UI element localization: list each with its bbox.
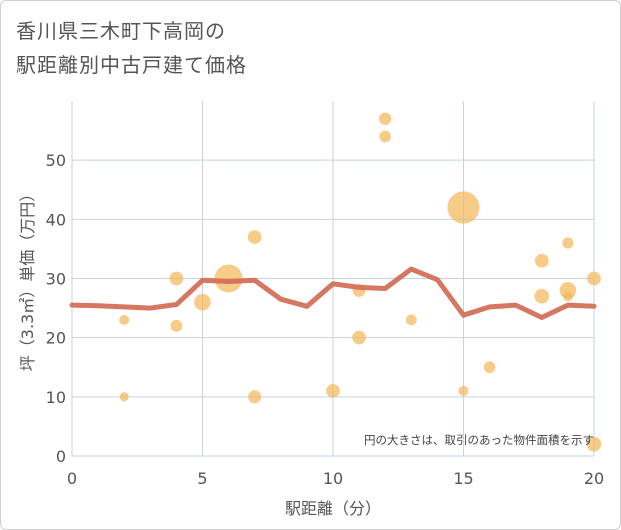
y-tick-label: 40 bbox=[46, 210, 66, 229]
tick-labels: 0 5 10 15 20 0 10 20 30 40 50 bbox=[46, 151, 605, 488]
y-tick-label: 20 bbox=[46, 329, 66, 348]
bubble-point bbox=[119, 314, 130, 325]
x-tick-label: 10 bbox=[323, 469, 343, 488]
bubble-point bbox=[352, 330, 366, 345]
bubble-point bbox=[379, 130, 392, 143]
y-tick-label: 50 bbox=[46, 151, 66, 170]
bubble-point bbox=[405, 314, 417, 326]
size-note: 円の大きさは、取引のあった物件面積を示す bbox=[364, 433, 594, 447]
chart-title-line-1: 香川県三木町下高岡の bbox=[16, 19, 226, 43]
y-tick-label: 10 bbox=[46, 388, 66, 407]
bubble-point bbox=[586, 436, 602, 452]
bubble-point bbox=[247, 230, 262, 244]
bubble-point bbox=[534, 288, 550, 304]
bubble-point bbox=[534, 253, 549, 268]
bubble-point bbox=[169, 271, 184, 286]
bubble-point bbox=[379, 112, 392, 125]
bubbles bbox=[119, 112, 602, 452]
y-axis-label: 坪（3.3㎡）単価（万円） bbox=[18, 186, 37, 371]
x-axis-label: 駅距離（分） bbox=[285, 499, 381, 518]
bubble-point bbox=[170, 319, 183, 332]
chart-title-line-2: 駅距離別中古戸建て価格 bbox=[16, 53, 247, 77]
bubble-point bbox=[248, 390, 262, 404]
bubble-point bbox=[562, 237, 574, 249]
bubble-point bbox=[458, 385, 469, 396]
y-tick-label: 30 bbox=[46, 270, 66, 289]
average-line bbox=[69, 266, 597, 321]
grid-lines bbox=[71, 101, 595, 457]
x-tick-label: 20 bbox=[584, 469, 604, 488]
x-tick-label: 5 bbox=[197, 469, 207, 488]
bubble-point bbox=[194, 293, 211, 311]
bubble-point bbox=[483, 361, 496, 374]
bubble-point bbox=[119, 392, 129, 402]
average-line-group bbox=[69, 266, 597, 321]
bubble-point bbox=[562, 291, 573, 302]
y-tick-label: 0 bbox=[56, 447, 66, 466]
bubble-point bbox=[214, 264, 243, 293]
bubble-point bbox=[326, 384, 340, 398]
bubble-point bbox=[587, 271, 601, 286]
bubble-point bbox=[447, 191, 480, 224]
x-tick-label: 0 bbox=[67, 469, 77, 488]
x-tick-label: 15 bbox=[453, 469, 473, 488]
chart-title: 香川県三木町下高岡の 駅距離別中古戸建て価格 bbox=[16, 14, 606, 82]
